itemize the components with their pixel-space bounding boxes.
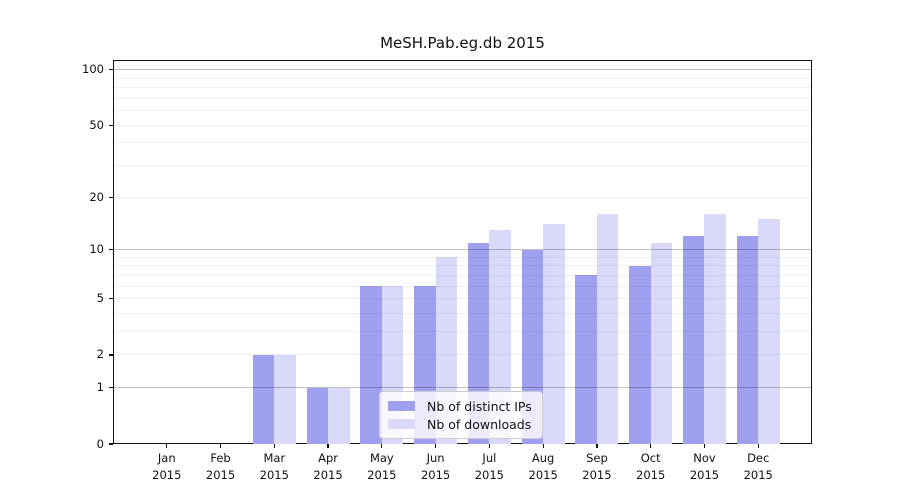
x-tick-label-jul: Jul 2015 (474, 451, 505, 482)
x-tick-mark (542, 444, 544, 448)
legend-swatch-distinct-ips (388, 401, 415, 411)
x-tick-mark (596, 444, 598, 448)
x-tick-mark (434, 444, 437, 448)
y-tick-label: 1 (96, 380, 104, 395)
y-tick-label: 0 (96, 436, 104, 451)
legend-item-downloads: Nb of downloads (388, 415, 532, 433)
bar-downloads-aug (543, 224, 565, 444)
x-tick-mark (757, 444, 759, 448)
y-tick-mark (109, 443, 113, 445)
y-tick-mark (109, 387, 113, 389)
bar-downloads-oct (650, 242, 673, 444)
y-tick-label: 5 (96, 291, 104, 306)
bar-distinct-ips-nov (682, 236, 705, 444)
chart-title: MeSH.Pab.eg.db 2015 (380, 34, 545, 52)
x-tick-mark (219, 444, 222, 448)
bar-downloads-jul (489, 230, 511, 444)
y-tick-mark (109, 69, 113, 71)
bar-downloads-dec (758, 219, 780, 444)
x-tick-label-oct: Oct 2015 (636, 451, 666, 482)
x-tick-label-nov: Nov 2015 (689, 451, 720, 482)
bar-distinct-ips-sep (575, 275, 597, 444)
x-tick-mark (327, 444, 329, 448)
x-tick-label-jun: Jun 2015 (420, 451, 451, 482)
y-tick-mark (109, 298, 113, 300)
legend-label-downloads: Nb of downloads (427, 416, 532, 432)
y-tick-label: 50 (89, 117, 104, 132)
x-tick-mark (650, 444, 652, 448)
x-tick-label-jan: Jan 2015 (152, 451, 182, 482)
x-tick-label-feb: Feb 2015 (205, 451, 236, 482)
legend-item-distinct-ips: Nb of distinct IPs (388, 397, 532, 415)
x-tick-mark (381, 444, 383, 448)
y-tick-label: 10 (89, 242, 104, 257)
y-tick-mark (109, 196, 113, 198)
y-tick-mark (109, 124, 113, 126)
x-tick-mark (273, 444, 275, 448)
bar-downloads-nov (704, 214, 726, 444)
legend-label-distinct-ips: Nb of distinct IPs (427, 398, 532, 414)
bar-distinct-ips-oct (629, 265, 651, 444)
bar-downloads-sep (596, 214, 619, 444)
legend: Nb of distinct IPs Nb of downloads (379, 391, 543, 439)
x-tick-label-mar: Mar 2015 (259, 451, 289, 482)
bar-distinct-ips-may (360, 286, 382, 444)
y-tick-label: 100 (82, 62, 104, 77)
x-tick-mark (488, 444, 491, 448)
x-tick-label-dec: Dec 2015 (743, 451, 773, 482)
x-tick-label-aug: Aug 2015 (528, 451, 558, 482)
bar-distinct-ips-dec (736, 236, 759, 444)
bar-distinct-ips-mar (252, 354, 275, 444)
y-tick-mark (109, 354, 113, 356)
legend-swatch-downloads (388, 419, 415, 429)
x-tick-label-may: May 2015 (367, 451, 397, 482)
x-tick-mark (703, 444, 706, 448)
x-tick-label-sep: Sep 2015 (582, 451, 612, 482)
x-tick-mark (166, 444, 168, 448)
bar-downloads-apr (328, 387, 350, 444)
y-tick-label: 2 (96, 347, 104, 362)
y-tick-label: 20 (89, 189, 104, 204)
bar-downloads-mar (274, 354, 296, 444)
x-tick-label-apr: Apr 2015 (313, 451, 343, 482)
bar-distinct-ips-apr (306, 387, 329, 444)
y-tick-mark (109, 248, 113, 251)
